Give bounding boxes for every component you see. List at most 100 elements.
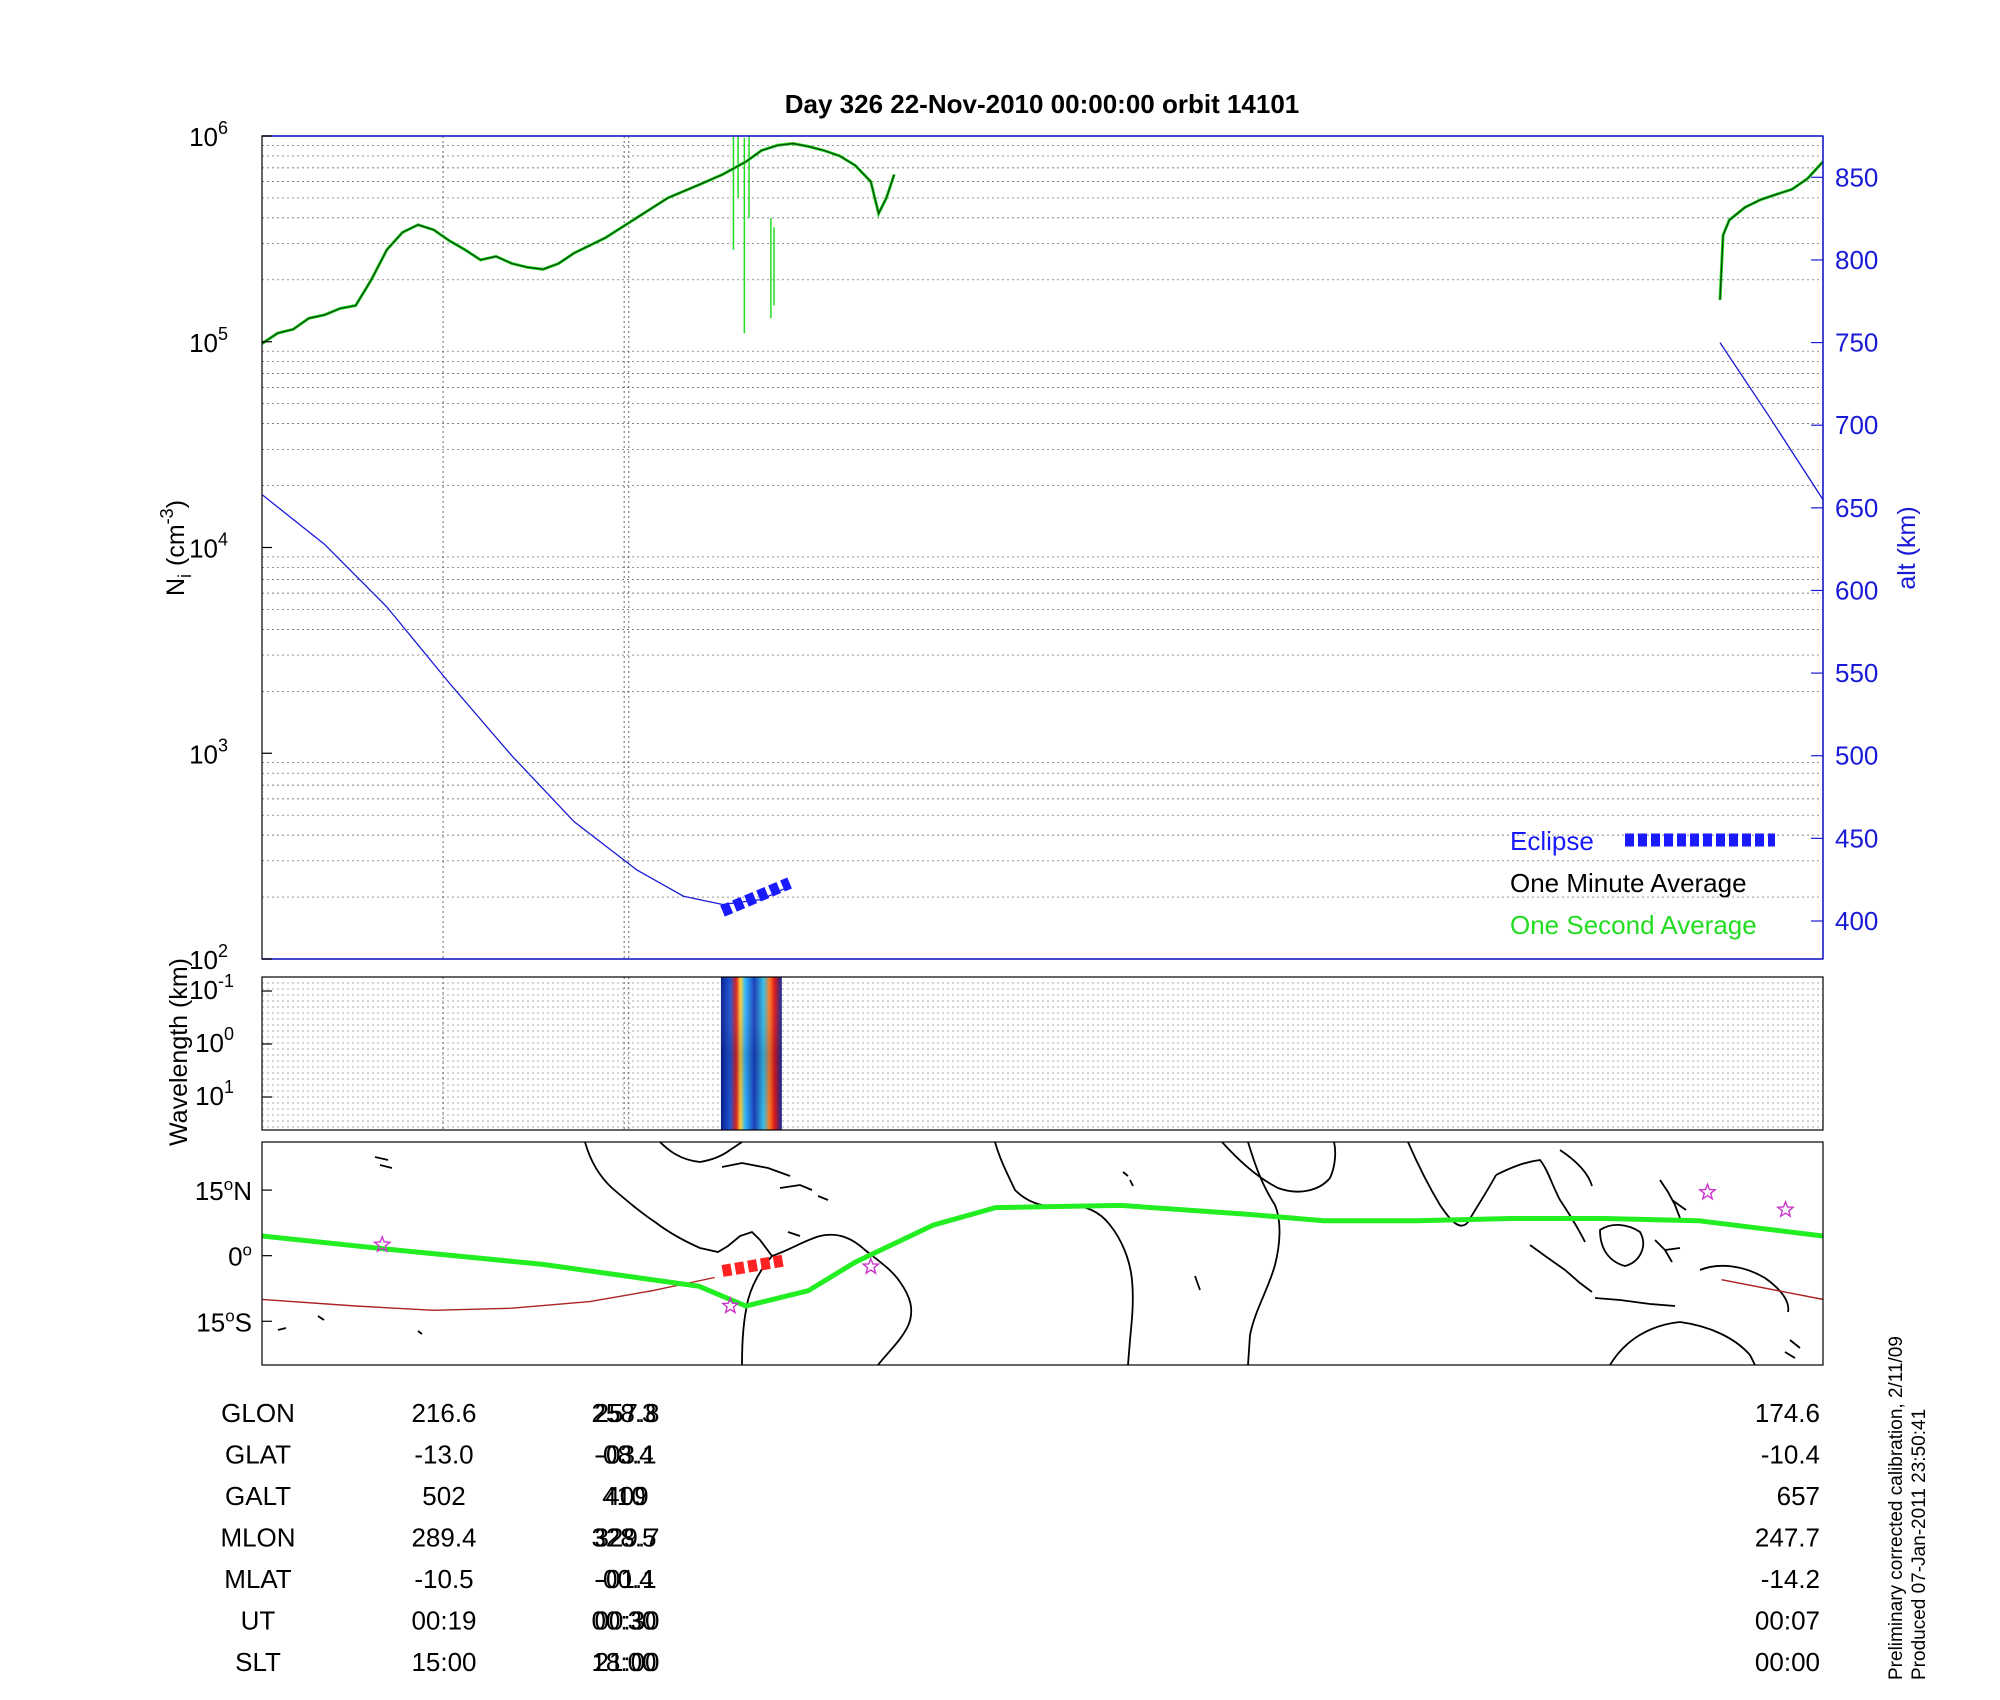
coastline-americas-north — [584, 1142, 773, 1257]
info-value-t1: -10.5 — [414, 1564, 473, 1594]
wavelength-tick-label: 10-1 — [189, 971, 234, 1005]
y-tick-exp: 4 — [218, 530, 228, 550]
alt-tick-label: 700 — [1835, 410, 1878, 440]
legend-one-minute: One Minute Average — [1510, 868, 1747, 898]
info-value-t3: 174.6 — [1755, 1398, 1820, 1428]
density-gridlines — [262, 145, 1823, 898]
footer-produced-date: Produced 07-Jan-2011 23:50:41 — [1909, 1409, 1930, 1680]
coastline-philippines — [1659, 1179, 1687, 1219]
altitude-series — [262, 342, 1823, 906]
info-value-t1: 289.4 — [411, 1523, 476, 1553]
latitude-value: 0 — [228, 1242, 242, 1272]
density-axis-label: Ni (cm-3) — [157, 500, 195, 596]
info-value-t2: -08.4 — [594, 1440, 653, 1470]
y-tick-label: 105 — [189, 324, 228, 358]
info-value-t2-overlap: 329.7 — [594, 1523, 659, 1553]
altitude-line — [1719, 342, 1823, 500]
y-tick-exp: 2 — [218, 941, 228, 961]
map-frame — [261, 1141, 1824, 1366]
info-value-t1: 00:19 — [411, 1606, 476, 1636]
spectrogram-shading — [720, 977, 782, 1130]
alt-tick-label: 600 — [1835, 575, 1878, 605]
info-value-t1: -13.0 — [414, 1440, 473, 1470]
coastline-africa — [994, 1142, 1281, 1365]
y-tick-exp: 3 — [218, 735, 228, 755]
alt-tick-label: 650 — [1835, 493, 1878, 523]
one-minute-line — [1719, 161, 1823, 300]
info-value-t3: 00:07 — [1755, 1606, 1820, 1636]
info-value-t2: 328.5 — [591, 1523, 656, 1553]
y-tick-base: 10 — [189, 945, 218, 975]
latitude-value: 15 — [195, 1176, 224, 1206]
info-label-slt: SLT — [235, 1647, 281, 1677]
coastline-borneo — [1599, 1224, 1645, 1267]
legend-one-second: One Second Average — [1510, 910, 1757, 940]
y-tick-label: 104 — [189, 530, 228, 564]
star-marker-icon — [720, 1296, 740, 1314]
info-value-t2: 258.3 — [591, 1398, 656, 1428]
latitude-value: 15 — [196, 1307, 225, 1337]
info-value-t1: 216.6 — [411, 1398, 476, 1428]
degree-symbol: o — [225, 1306, 234, 1325]
coastline-pacific-islands — [277, 1156, 1801, 1359]
alt-tick-label: 800 — [1835, 245, 1878, 275]
info-label-mlat: MLAT — [224, 1564, 292, 1594]
y-tick-exp: 5 — [218, 324, 228, 344]
latitude-tick-label: 15oS — [196, 1306, 252, 1337]
alt-tick-label: 850 — [1835, 162, 1878, 192]
info-value-t1: 15:00 — [411, 1647, 476, 1677]
one-second-trace — [1718, 160, 1823, 300]
degree-symbol: o — [243, 1241, 252, 1260]
star-marker-icon — [372, 1234, 392, 1253]
y-tick-exp: 6 — [218, 118, 228, 138]
coastlines — [277, 1142, 1801, 1365]
info-value-t3: 247.7 — [1755, 1523, 1820, 1553]
magnetic-equator-track — [262, 1202, 1823, 1309]
coastline-gulf — [659, 1142, 743, 1163]
star-marker-icon — [1776, 1199, 1795, 1218]
wavelength-tick-base: 10 — [195, 1028, 224, 1058]
coastline-new-guinea — [1699, 1264, 1790, 1313]
info-value-t2: -00.4 — [594, 1564, 653, 1594]
alt-tick-label: 500 — [1835, 741, 1878, 771]
y-tick-label: 102 — [189, 941, 228, 975]
coastline-arabia — [1221, 1142, 1337, 1193]
legend-eclipse: Eclipse — [1510, 826, 1594, 856]
info-value-t3: -14.2 — [1761, 1564, 1820, 1594]
info-value-t2-overlap: 409 — [605, 1481, 648, 1511]
satellite-footprint-east — [1721, 1279, 1823, 1301]
info-value-t2: 00:30 — [591, 1606, 656, 1636]
one-minute-line — [262, 142, 895, 345]
info-value-t2-overlap: 257.8 — [594, 1398, 659, 1428]
altitude-axis-label: alt (km) — [1893, 506, 1921, 589]
coastline-indochina — [1495, 1149, 1593, 1243]
y-tick-base: 10 — [189, 122, 218, 152]
chart-title: Day 326 22-Nov-2010 00:00:00 orbit 14101 — [785, 89, 1300, 119]
alt-y-ticks: 850 800 750 700 650 600 550 500 450 400 — [1811, 162, 1878, 936]
y-tick-base: 10 — [189, 328, 218, 358]
coastline-sumatra — [1529, 1244, 1593, 1293]
latitude-tick-label: 0o — [228, 1241, 252, 1272]
info-label-glat: GLAT — [225, 1440, 291, 1470]
density-label-sub: i — [175, 574, 195, 578]
wavelength-gridlines — [262, 982, 1823, 1128]
star-marker-icon — [1698, 1182, 1717, 1201]
y-tick-label: 106 — [189, 118, 228, 152]
wavelength-tick-label: 101 — [195, 1077, 234, 1111]
map-markers — [262, 1182, 1823, 1314]
time-marker-lines-top — [442, 136, 630, 959]
wavelength-tick-base: 10 — [189, 975, 218, 1005]
y-tick-base: 10 — [189, 534, 218, 564]
info-label-ut: UT — [241, 1606, 276, 1636]
coastline-sulawesi — [1654, 1239, 1681, 1263]
wavelength-axis-label: Wavelength (km) — [165, 958, 193, 1146]
eclipse-marker — [720, 877, 792, 917]
alt-tick-label: 400 — [1835, 906, 1878, 936]
info-value-t1: 502 — [422, 1481, 465, 1511]
info-value-t2-overlap: 00:30 — [594, 1606, 659, 1636]
